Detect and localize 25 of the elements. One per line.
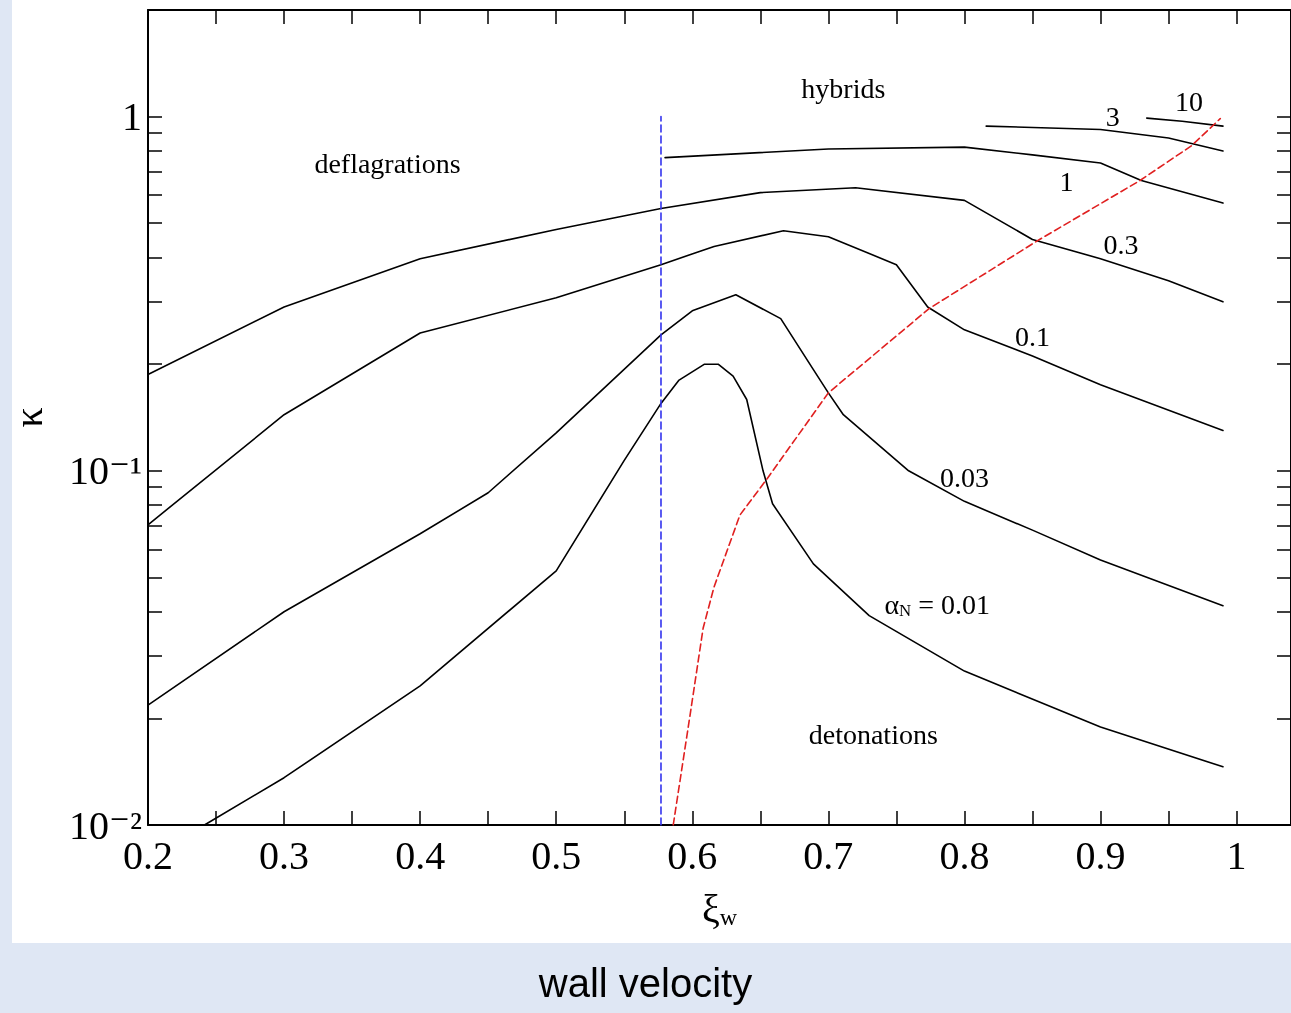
x-tick-label: 1 — [1226, 832, 1247, 878]
series-label: 10 — [1174, 86, 1203, 118]
annotation: detonations — [808, 719, 938, 751]
y-tick-label: 1 — [122, 94, 142, 140]
x-tick-label: 0.9 — [1075, 832, 1126, 878]
y-axis-title: κ — [5, 407, 51, 428]
annotation: hybrids — [801, 73, 886, 105]
text: wall velocity — [537, 961, 753, 1005]
x-tick-label: 0.3 — [259, 832, 310, 878]
x-tick-label: 0.7 — [803, 832, 854, 878]
series-label: 0.3 — [1103, 229, 1139, 261]
annotation: deflagrations — [314, 148, 461, 180]
y-tick-label: 10⁻¹ — [68, 448, 142, 494]
x-tick-label: 0.8 — [939, 832, 990, 878]
x-tick-label: 0.5 — [531, 832, 582, 878]
line-series — [664, 146, 1224, 204]
series-label: 3 — [1105, 101, 1120, 133]
series-label: 0.03 — [939, 461, 989, 493]
x-tick-label: 0.4 — [395, 832, 446, 878]
series-label: 0.1 — [1014, 320, 1050, 352]
series-label: αN = 0.01 — [884, 588, 991, 621]
series-label: 1 — [1059, 166, 1074, 198]
x-axis-title: ξw — [701, 885, 738, 931]
x-tick-label: 0.6 — [667, 832, 718, 878]
line-series — [985, 125, 1224, 152]
